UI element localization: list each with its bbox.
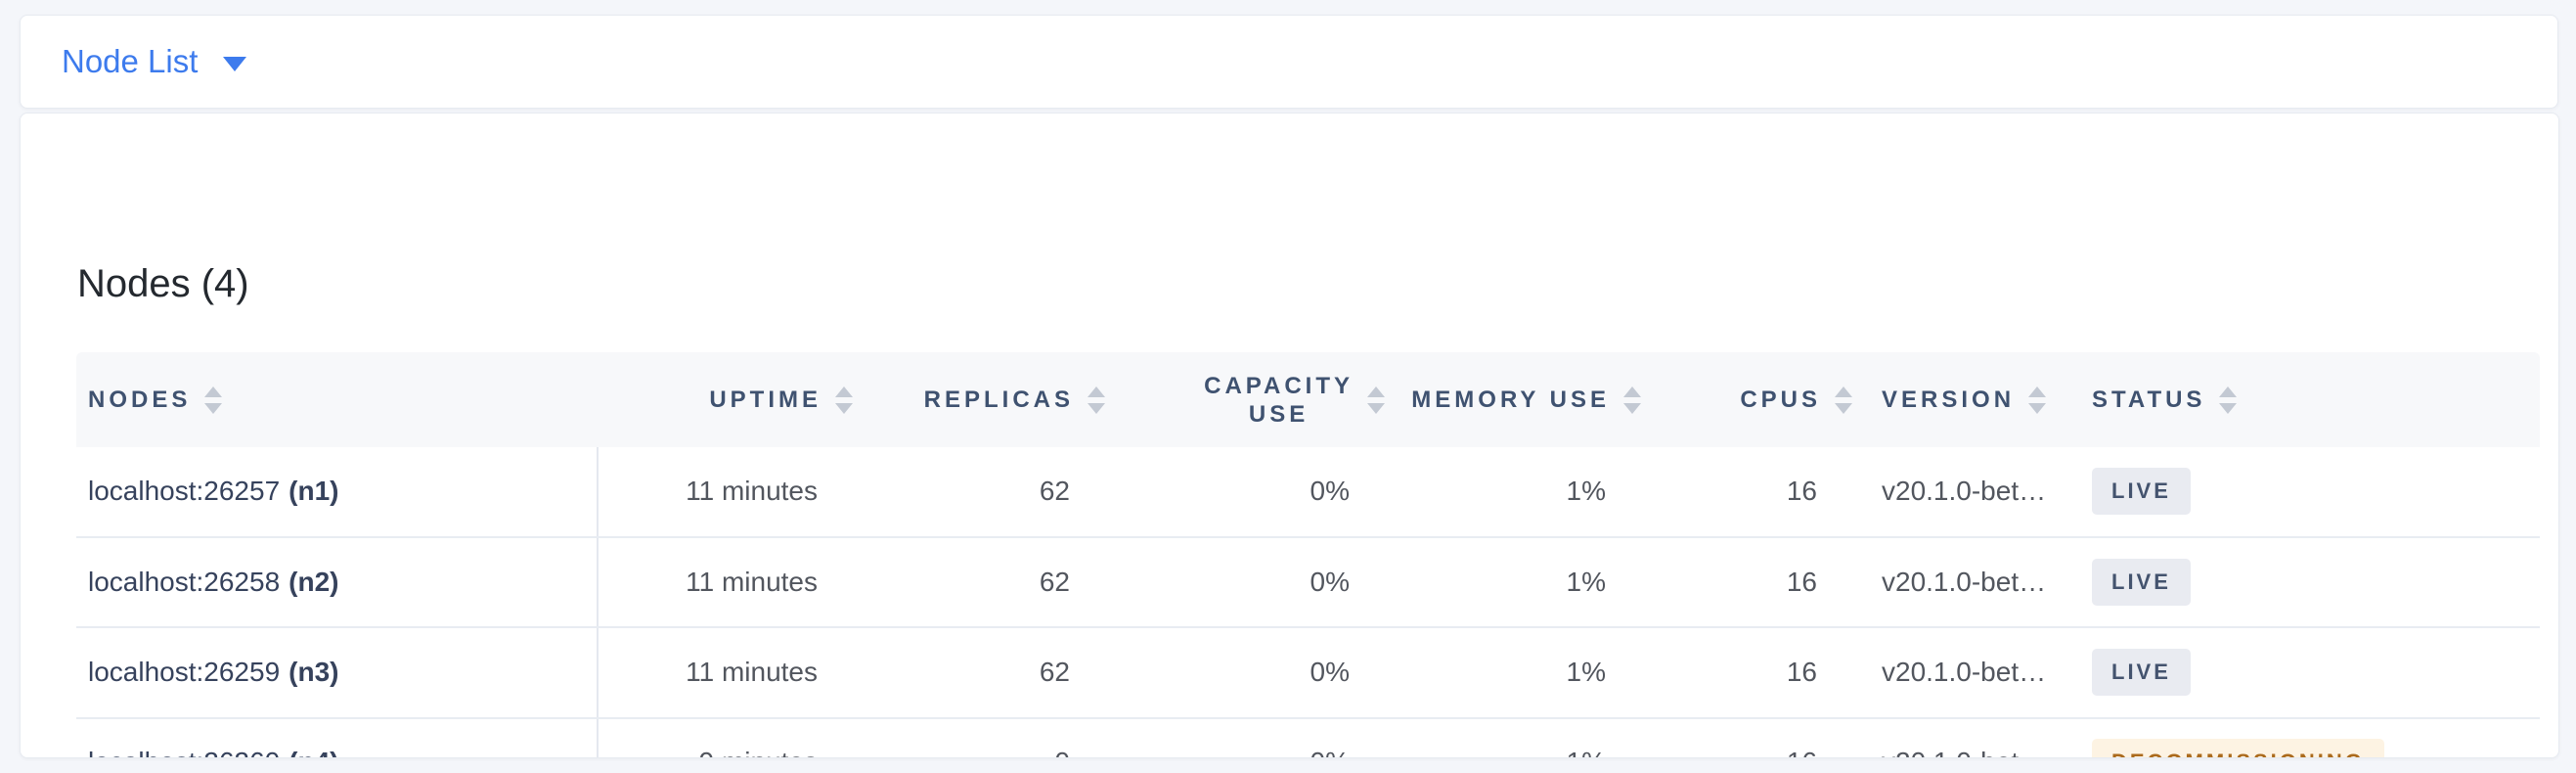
cell-status: LIVE bbox=[2072, 468, 2540, 516]
cell-replicas: 62 bbox=[1039, 566, 1070, 597]
column-header-memory-use[interactable]: MEMORY USE bbox=[1389, 386, 1645, 414]
cell-node: localhost:26257 (n1) bbox=[76, 447, 599, 536]
status-badge: LIVE bbox=[2092, 558, 2191, 606]
node-address: localhost:26259 bbox=[88, 657, 281, 688]
cell-version: v20.1.0-bet… bbox=[1882, 566, 2047, 597]
nodes-table: NODES UPTIME REPLICAS CAPACITY USE bbox=[76, 352, 2540, 757]
table-row: localhost:26259 (n3) 11 minutes 62 0% 1%… bbox=[76, 628, 2540, 719]
cell-status: DECOMMISSIONING bbox=[2072, 738, 2540, 757]
cell-version: v20.1.0-bet… bbox=[1882, 657, 2047, 688]
cell-replicas: 62 bbox=[1039, 657, 1070, 688]
table-header-row: NODES UPTIME REPLICAS CAPACITY USE bbox=[76, 352, 2540, 447]
cell-memory-use: 1% bbox=[1566, 657, 1606, 688]
cell-node: localhost:26260 (n4) bbox=[76, 718, 599, 757]
sort-icon bbox=[204, 386, 223, 414]
cell-replicas: 0 bbox=[857, 747, 1109, 757]
column-header-replicas[interactable]: REPLICAS bbox=[857, 386, 1109, 414]
cell-capacity-use: 0% bbox=[1109, 747, 1389, 757]
sort-icon bbox=[2028, 386, 2047, 414]
table-body: localhost:26257 (n1) 11 minutes 62 0% 1%… bbox=[76, 447, 2540, 757]
column-label: NODES bbox=[88, 386, 192, 413]
sort-icon bbox=[2219, 386, 2238, 414]
cell-node: localhost:26258 (n2) bbox=[76, 537, 599, 626]
column-header-capacity-use[interactable]: CAPACITY USE bbox=[1109, 372, 1389, 429]
cell-capacity-use: 0% bbox=[1310, 566, 1350, 597]
cell-status: LIVE bbox=[2072, 649, 2540, 697]
view-dropdown-label: Node List bbox=[62, 43, 199, 79]
table-row: localhost:26258 (n2) 11 minutes 62 0% 1%… bbox=[76, 537, 2540, 628]
cell-version: v20.1.0-bet… bbox=[1856, 747, 2072, 757]
column-label: CPUS bbox=[1740, 386, 1821, 413]
cell-uptime: 11 minutes bbox=[686, 476, 818, 507]
cell-memory-use: 1% bbox=[1566, 566, 1606, 597]
cell-capacity-use: 0% bbox=[1310, 657, 1350, 688]
cell-memory-use: 1% bbox=[1566, 476, 1606, 507]
cell-uptime: 9 minutes bbox=[599, 747, 857, 757]
column-label: STATUS bbox=[2092, 386, 2206, 413]
status-badge: LIVE bbox=[2092, 468, 2191, 516]
sort-icon bbox=[1088, 386, 1105, 414]
cell-cpus: 16 bbox=[1786, 566, 1817, 597]
table-row: localhost:26260 (n4) 9 minutes 0 0% 1% 1… bbox=[76, 718, 2540, 757]
view-dropdown[interactable]: Node List bbox=[62, 43, 247, 80]
column-label: MEMORY USE bbox=[1411, 386, 1610, 413]
node-id: (n3) bbox=[289, 657, 339, 688]
sort-icon bbox=[1367, 386, 1385, 414]
node-address: localhost:26258 bbox=[88, 566, 281, 597]
column-header-uptime[interactable]: UPTIME bbox=[599, 386, 857, 414]
column-label: CAPACITY USE bbox=[1204, 372, 1354, 428]
cell-version: v20.1.0-bet… bbox=[1882, 476, 2047, 507]
nodes-card: Nodes (4) NODES UPTIME REPLICAS CAPAC bbox=[20, 113, 2559, 758]
cell-node: localhost:26259 (n3) bbox=[76, 628, 599, 717]
cell-cpus: 16 bbox=[1786, 657, 1817, 688]
node-address: localhost:26260 bbox=[88, 747, 280, 757]
sort-icon bbox=[835, 386, 853, 414]
caret-down-icon bbox=[223, 56, 247, 71]
node-address: localhost:26257 bbox=[88, 476, 281, 507]
status-badge: LIVE bbox=[2092, 649, 2191, 697]
node-id: (n1) bbox=[289, 476, 339, 507]
node-id: (n4) bbox=[289, 747, 338, 757]
cell-memory-use: 1% bbox=[1389, 747, 1645, 757]
column-header-status[interactable]: STATUS bbox=[2072, 386, 2540, 414]
page-title: Nodes (4) bbox=[77, 262, 249, 305]
cell-cpus: 16 bbox=[1786, 476, 1817, 507]
sort-icon bbox=[1623, 386, 1641, 414]
cell-capacity-use: 0% bbox=[1310, 476, 1350, 507]
cell-replicas: 62 bbox=[1039, 476, 1070, 507]
cell-cpus: 16 bbox=[1645, 747, 1856, 757]
node-id: (n2) bbox=[289, 566, 339, 597]
sort-icon bbox=[1835, 386, 1852, 414]
status-badge: DECOMMISSIONING bbox=[2092, 738, 2384, 757]
cell-status: LIVE bbox=[2072, 558, 2540, 606]
column-label: REPLICAS bbox=[923, 386, 1074, 413]
view-selector-bar: Node List bbox=[20, 15, 2558, 109]
cell-uptime: 11 minutes bbox=[686, 657, 818, 688]
column-label: VERSION bbox=[1882, 386, 2016, 413]
column-header-nodes[interactable]: NODES bbox=[76, 386, 599, 414]
table-row: localhost:26257 (n1) 11 minutes 62 0% 1%… bbox=[76, 447, 2540, 538]
cell-uptime: 11 minutes bbox=[686, 566, 818, 597]
column-header-cpus[interactable]: CPUS bbox=[1645, 386, 1856, 414]
column-header-version[interactable]: VERSION bbox=[1856, 386, 2072, 414]
column-label: UPTIME bbox=[709, 386, 822, 413]
